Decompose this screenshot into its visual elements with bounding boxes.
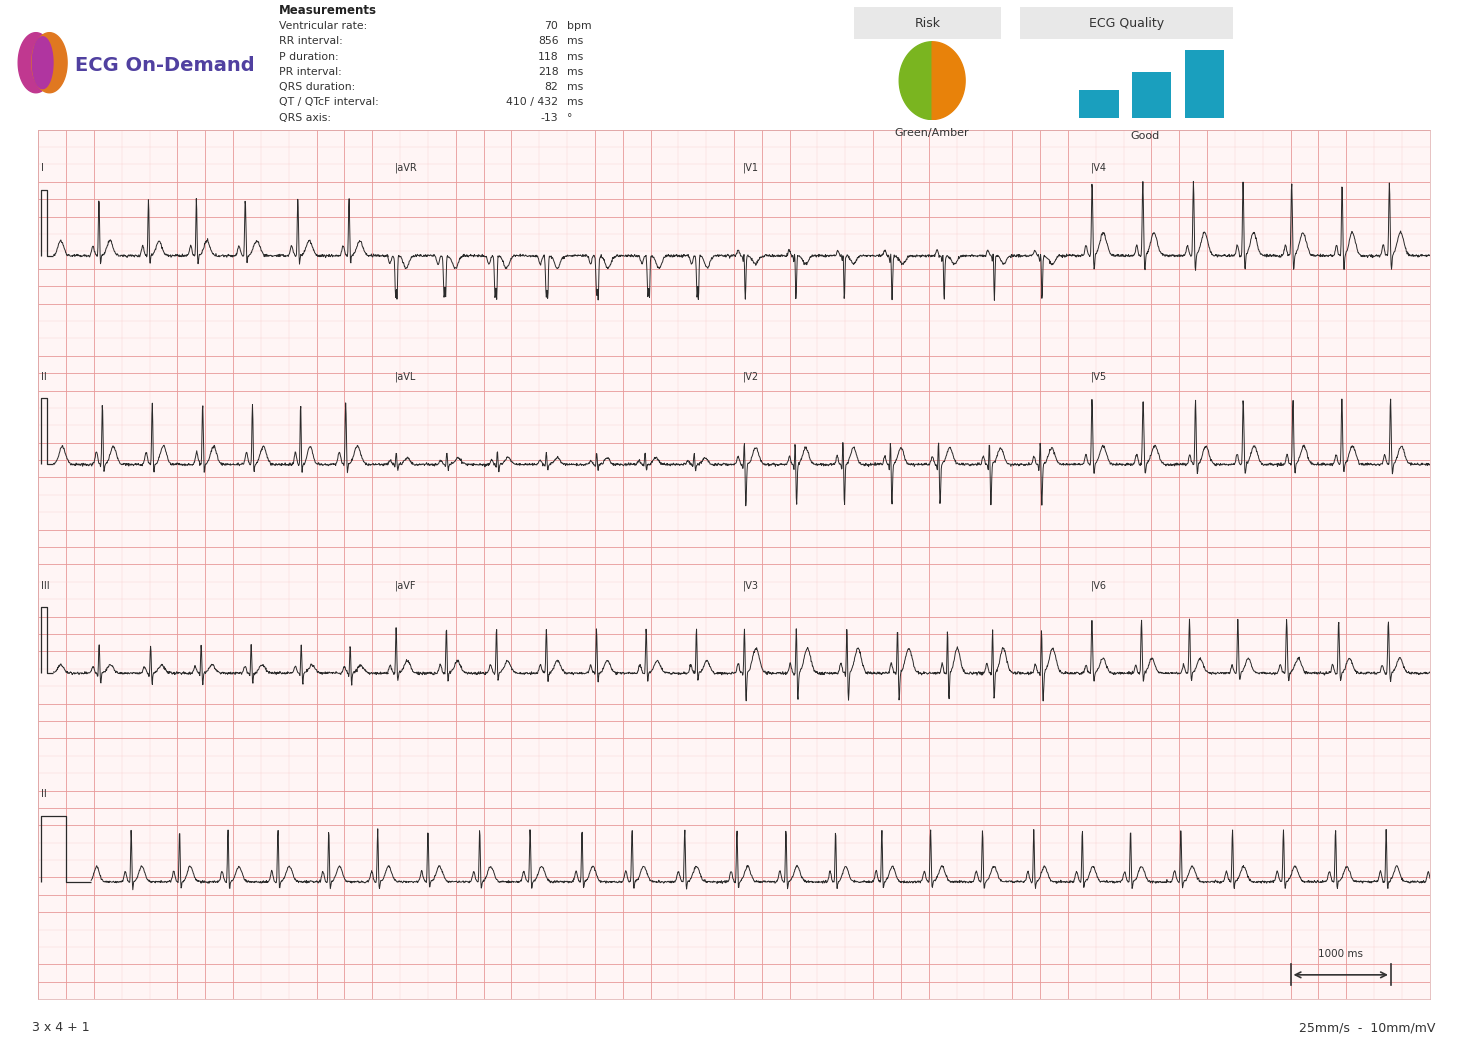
Text: ms: ms (567, 97, 583, 108)
Polygon shape (900, 42, 932, 119)
Text: |aVR: |aVR (395, 162, 417, 173)
Text: 856: 856 (537, 36, 558, 46)
Text: Good: Good (1130, 132, 1160, 141)
Bar (1079, 90, 1119, 118)
Polygon shape (18, 33, 53, 93)
Text: QT / QTcF interval:: QT / QTcF interval: (279, 97, 379, 108)
Text: PR interval:: PR interval: (279, 66, 342, 77)
Text: |V3: |V3 (743, 580, 759, 590)
Text: 1000 ms: 1000 ms (1318, 950, 1364, 959)
Text: 118: 118 (537, 52, 558, 61)
Text: Measurements: Measurements (279, 4, 377, 17)
Polygon shape (32, 33, 68, 93)
Text: II: II (41, 372, 47, 382)
Text: RR interval:: RR interval: (279, 36, 342, 46)
Text: II: II (41, 789, 47, 799)
Polygon shape (932, 42, 964, 119)
Text: Risk: Risk (915, 17, 941, 30)
Text: °: ° (567, 113, 573, 122)
Text: |V2: |V2 (743, 371, 759, 382)
Text: Green/Amber: Green/Amber (895, 129, 969, 138)
FancyBboxPatch shape (847, 6, 1009, 41)
Text: 82: 82 (545, 82, 558, 92)
Text: |aVF: |aVF (395, 580, 415, 590)
Text: Ventricular rate:: Ventricular rate: (279, 21, 367, 31)
Text: |V1: |V1 (743, 162, 759, 173)
Text: ms: ms (567, 36, 583, 46)
Text: QRS duration:: QRS duration: (279, 82, 355, 92)
Bar (1185, 51, 1224, 118)
Text: |V5: |V5 (1091, 371, 1107, 382)
Text: ECG On-Demand: ECG On-Demand (75, 56, 255, 76)
Text: ECG Quality: ECG Quality (1089, 17, 1164, 30)
Text: |V6: |V6 (1091, 580, 1107, 590)
Text: I: I (41, 163, 44, 173)
Text: 70: 70 (545, 21, 558, 31)
Text: |aVL: |aVL (395, 371, 415, 382)
Text: 25mm/s  -  10mm/mV: 25mm/s - 10mm/mV (1299, 1021, 1436, 1034)
Text: 410 / 432: 410 / 432 (506, 97, 558, 108)
Text: |V4: |V4 (1091, 162, 1107, 173)
Bar (1132, 73, 1171, 118)
Text: P duration:: P duration: (279, 52, 339, 61)
Text: ms: ms (567, 66, 583, 77)
Text: bpm: bpm (567, 21, 592, 31)
Text: 3 x 4 + 1: 3 x 4 + 1 (32, 1021, 90, 1034)
Text: ms: ms (567, 52, 583, 61)
Text: 218: 218 (537, 66, 558, 77)
Polygon shape (32, 37, 53, 89)
FancyBboxPatch shape (1010, 6, 1243, 41)
Text: ms: ms (567, 82, 583, 92)
Text: -13: -13 (540, 113, 558, 122)
Text: III: III (41, 581, 50, 590)
Text: QRS axis:: QRS axis: (279, 113, 330, 122)
